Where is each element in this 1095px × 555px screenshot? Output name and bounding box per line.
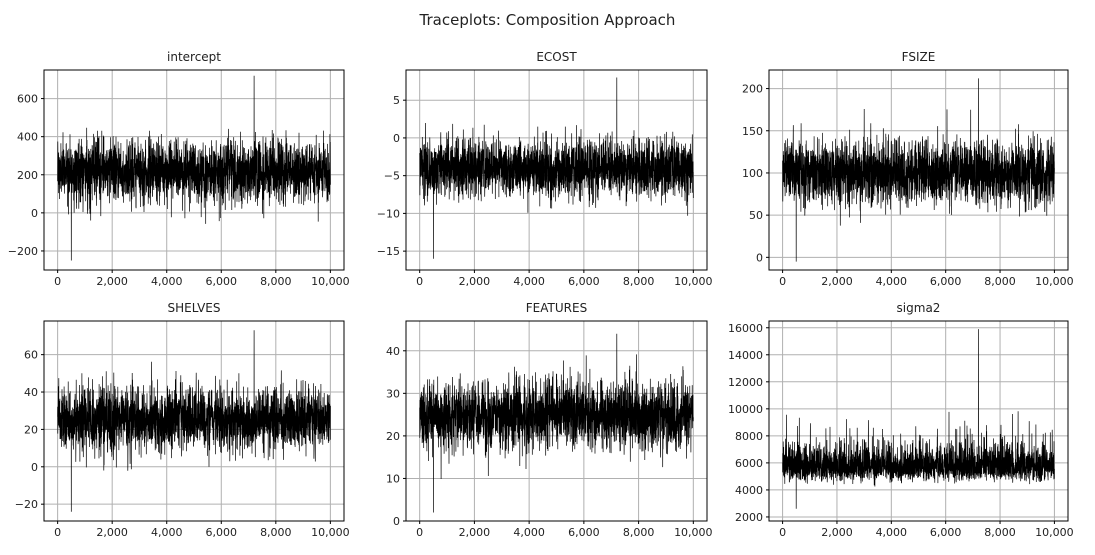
y-tick-label: 4000 xyxy=(735,484,763,497)
x-tick-label: 10,000 xyxy=(674,275,713,288)
axes-frame xyxy=(768,69,1069,271)
x-tick-label: 8,000 xyxy=(623,526,655,539)
y-tick-label: 12000 xyxy=(728,376,763,389)
trace-line xyxy=(57,330,331,512)
y-tick-label: 600 xyxy=(17,93,38,106)
trace-line xyxy=(419,77,694,259)
x-tick-label: 6,000 xyxy=(206,275,238,288)
y-tick-label: 0 xyxy=(31,461,38,474)
y-tick-label: −10 xyxy=(377,207,400,220)
trace-line xyxy=(419,333,694,513)
y-tick-label: 16000 xyxy=(728,322,763,335)
y-tick-label: 150 xyxy=(742,125,763,138)
x-tick-label: 10,000 xyxy=(311,275,350,288)
x-tick-label: 6,000 xyxy=(568,275,600,288)
x-tick-label: 0 xyxy=(416,526,423,539)
y-tick-label: 20 xyxy=(386,430,400,443)
y-tick-label: 6000 xyxy=(735,457,763,470)
y-tick-label: 60 xyxy=(24,349,38,362)
subplot-features: 0 2,000 4,000 6,000 8,000 10,000 0 10 20 30 40 FEAT… xyxy=(386,301,713,539)
x-tick-label: 0 xyxy=(54,275,61,288)
y-tick-label: 10 xyxy=(386,472,400,485)
trace-line xyxy=(57,75,331,261)
subplot-title: FSIZE xyxy=(902,50,936,64)
subplot-ecost: 0 2,000 4,000 6,000 8,000 10,000 −15 −10 −5 0 5 ECO… xyxy=(377,50,713,288)
x-tick-label: 4,000 xyxy=(513,275,545,288)
x-tick-label: 0 xyxy=(779,526,786,539)
y-tick-label: 200 xyxy=(17,169,38,182)
axes-frame xyxy=(405,320,708,522)
subplot-title: FEATURES xyxy=(526,301,587,315)
x-tick-label: 0 xyxy=(54,526,61,539)
x-tick-label: 2,000 xyxy=(96,526,128,539)
y-tick-label: 20 xyxy=(24,423,38,436)
x-tick-label: 8,000 xyxy=(260,526,292,539)
subplot-fsize: 0 2,000 4,000 6,000 8,000 10,000 0 50 100 150 200 F… xyxy=(742,50,1074,288)
x-tick-label: 6,000 xyxy=(206,526,238,539)
x-tick-label: 4,000 xyxy=(876,275,908,288)
trace-line xyxy=(782,329,1055,509)
x-tick-label: 8,000 xyxy=(984,526,1016,539)
axes-frame xyxy=(43,320,345,522)
y-tick-label: 400 xyxy=(17,131,38,144)
x-tick-label: 2,000 xyxy=(459,526,491,539)
y-tick-label: −20 xyxy=(15,498,38,511)
axes-frame xyxy=(43,69,345,271)
trace-line xyxy=(782,78,1055,262)
x-tick-label: 10,000 xyxy=(1035,275,1074,288)
x-tick-label: 0 xyxy=(779,275,786,288)
x-tick-label: 6,000 xyxy=(930,275,962,288)
x-tick-label: 4,000 xyxy=(151,275,183,288)
subplot-title: ECOST xyxy=(536,50,577,64)
subplot-intercept: 0 2,000 4,000 6,000 8,000 10,000 −200 0 200 400 60… xyxy=(8,50,350,288)
y-tick-label: 0 xyxy=(756,251,763,264)
x-tick-label: 2,000 xyxy=(459,275,491,288)
y-tick-label: 0 xyxy=(393,515,400,528)
x-tick-label: 6,000 xyxy=(930,526,962,539)
y-tick-label: 200 xyxy=(742,83,763,96)
subplot-sigma2: 0 2,000 4,000 6,000 8,000 10,000 2000 4000 6000 8… xyxy=(728,301,1074,539)
x-tick-label: 2,000 xyxy=(821,275,853,288)
x-tick-label: 10,000 xyxy=(311,526,350,539)
y-tick-label: 10000 xyxy=(728,403,763,416)
axes-frame xyxy=(768,320,1069,522)
subplot-title: intercept xyxy=(167,50,221,64)
subplot-shelves: 0 2,000 4,000 6,000 8,000 10,000 −20 0 20 40 60 SHE… xyxy=(15,301,350,539)
y-tick-label: 50 xyxy=(749,209,763,222)
x-tick-label: 4,000 xyxy=(513,526,545,539)
y-tick-label: 40 xyxy=(386,345,400,358)
x-tick-label: 2,000 xyxy=(821,526,853,539)
axes-frame xyxy=(405,69,708,271)
y-tick-label: −5 xyxy=(384,170,400,183)
y-tick-label: 8000 xyxy=(735,430,763,443)
subplot-title: SHELVES xyxy=(168,301,221,315)
y-tick-label: 100 xyxy=(742,167,763,180)
y-tick-label: 14000 xyxy=(728,349,763,362)
y-tick-label: 2000 xyxy=(735,511,763,524)
y-tick-label: 30 xyxy=(386,387,400,400)
x-tick-label: 8,000 xyxy=(984,275,1016,288)
y-tick-label: 0 xyxy=(31,207,38,220)
x-tick-label: 8,000 xyxy=(260,275,292,288)
x-tick-label: 6,000 xyxy=(568,526,600,539)
x-tick-label: 2,000 xyxy=(96,275,128,288)
x-tick-label: 4,000 xyxy=(876,526,908,539)
y-tick-label: −200 xyxy=(8,245,38,258)
y-tick-label: 0 xyxy=(393,132,400,145)
x-tick-label: 8,000 xyxy=(623,275,655,288)
x-tick-label: 0 xyxy=(416,275,423,288)
x-tick-label: 10,000 xyxy=(674,526,713,539)
subplot-title: sigma2 xyxy=(897,301,941,315)
figure-title: Traceplots: Composition Approach xyxy=(419,11,676,29)
y-tick-label: −15 xyxy=(377,245,400,258)
y-tick-label: 40 xyxy=(24,386,38,399)
x-tick-label: 10,000 xyxy=(1035,526,1074,539)
x-tick-label: 4,000 xyxy=(151,526,183,539)
y-tick-label: 5 xyxy=(393,94,400,107)
